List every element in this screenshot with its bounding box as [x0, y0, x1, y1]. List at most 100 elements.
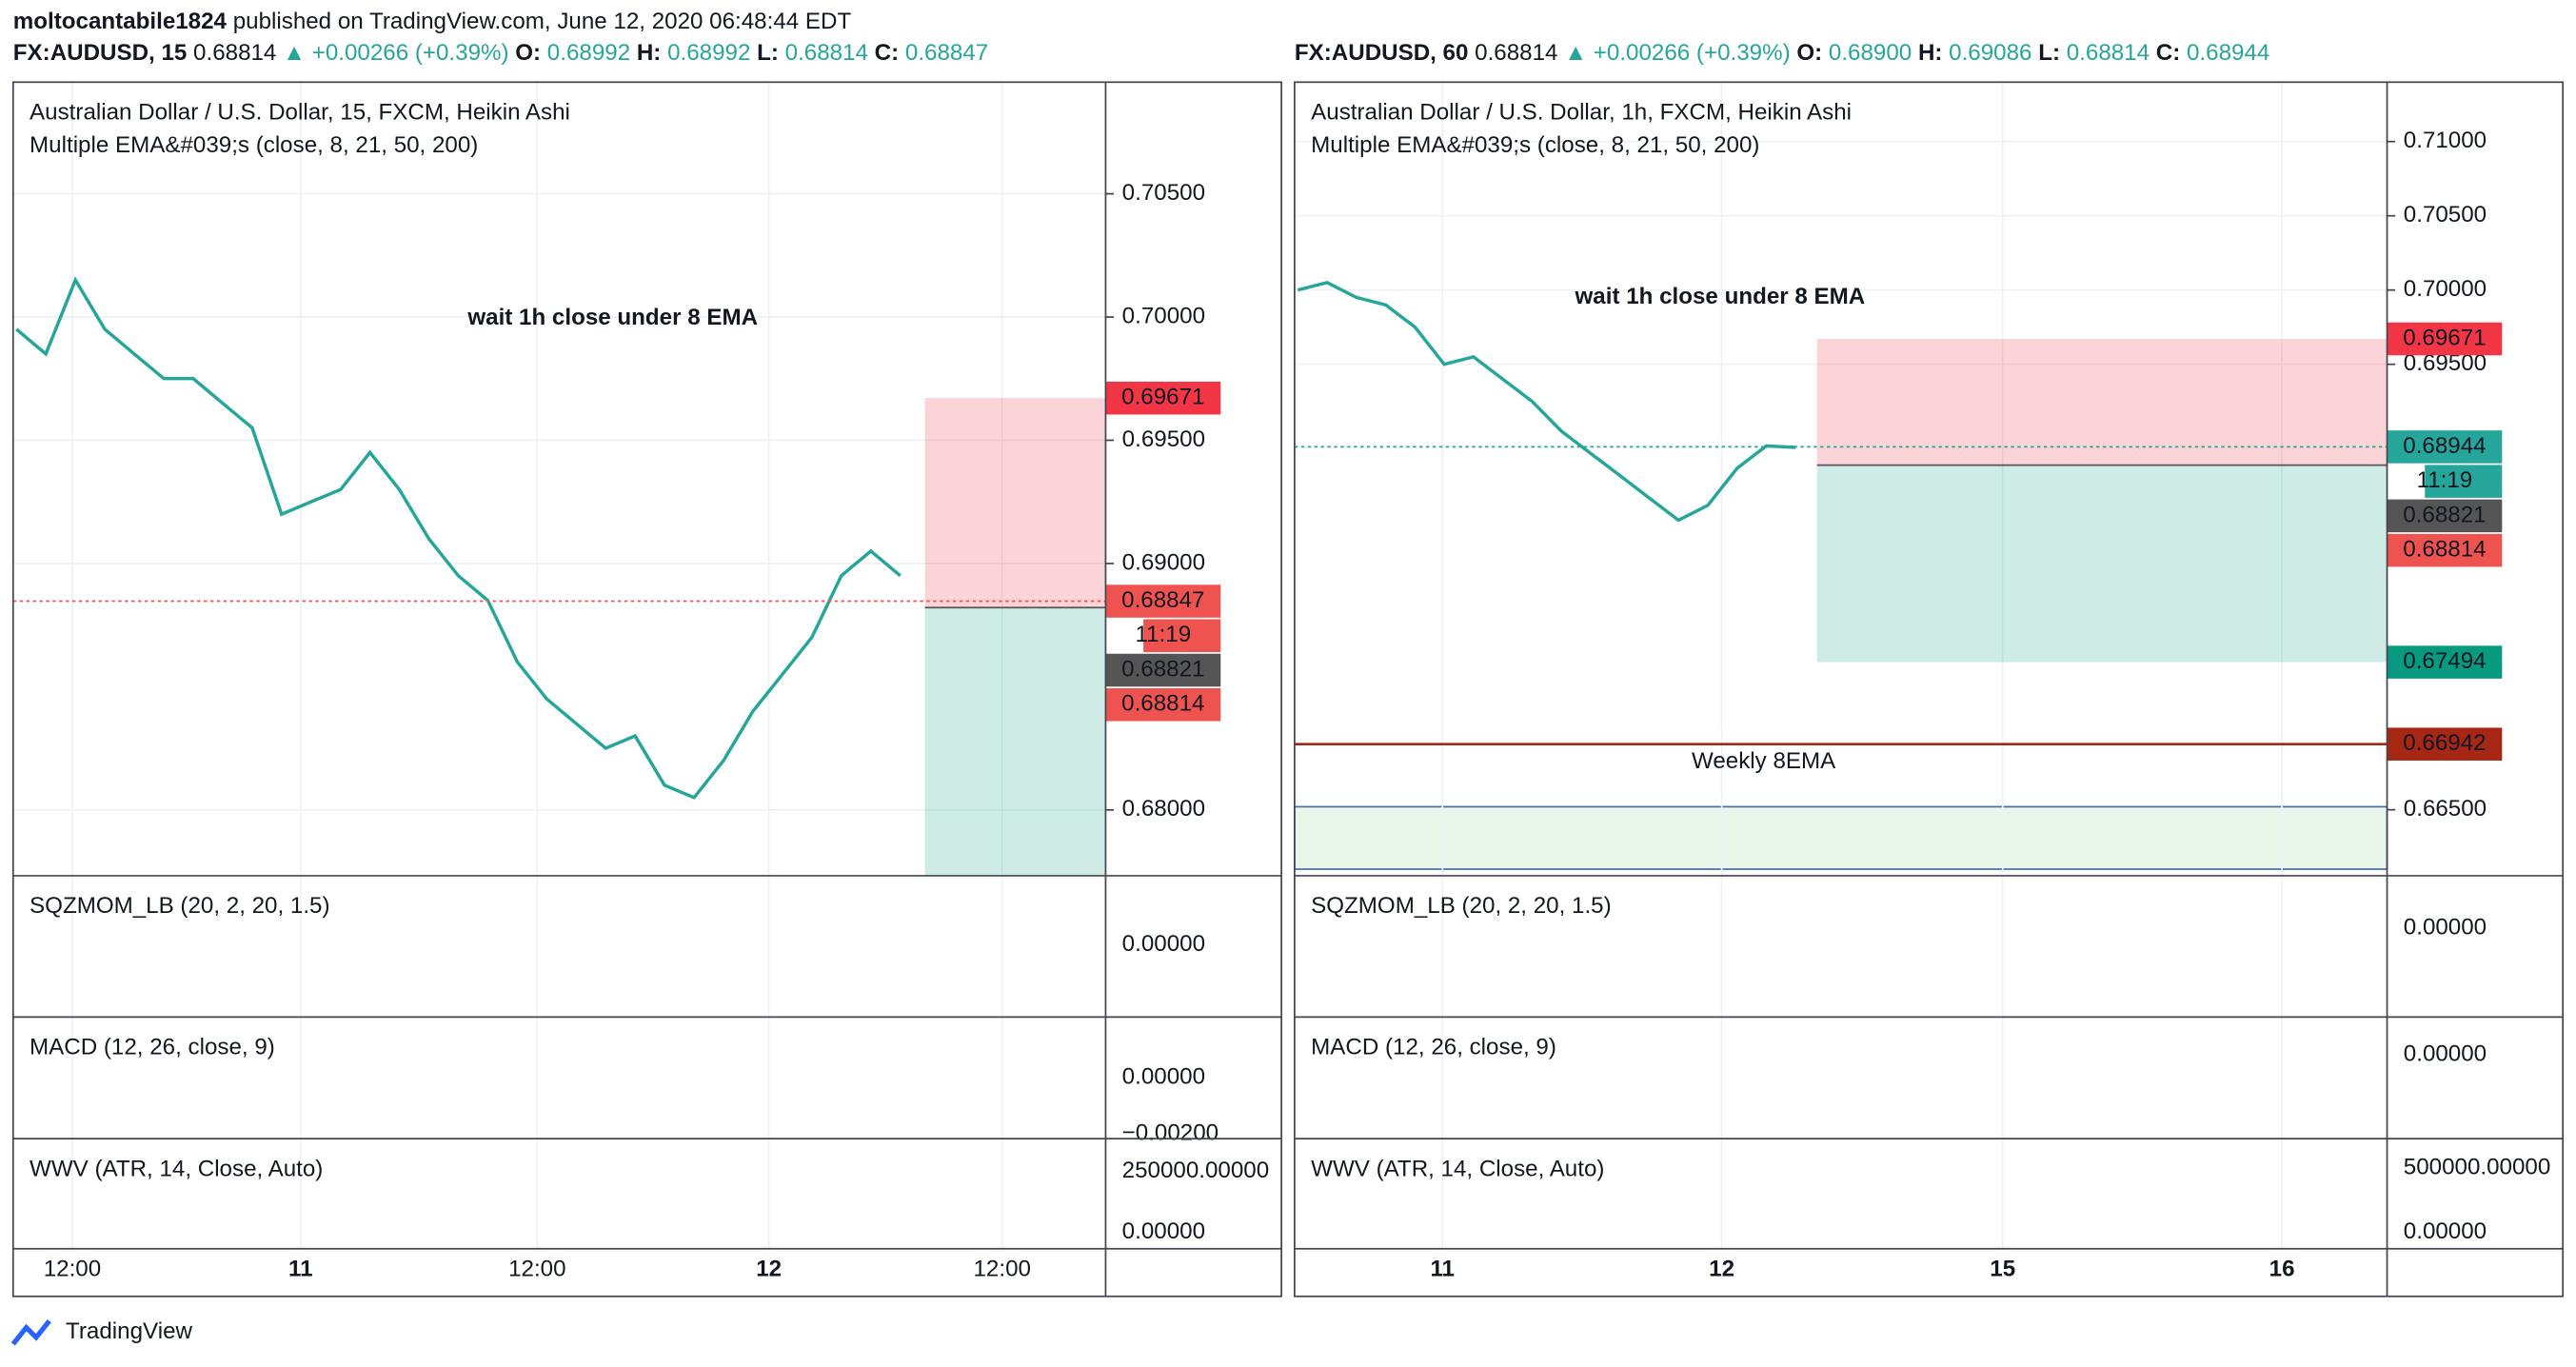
price-label-bg	[2387, 645, 2503, 679]
price-label: 0.69671	[1121, 385, 1204, 410]
x-tick-label: 15	[1990, 1257, 2015, 1282]
chart-subtitle: Multiple EMA&#039;s (close, 8, 21, 50, 2…	[1311, 132, 1759, 158]
indicator-tick-label: 500000.00000	[2404, 1155, 2550, 1180]
symbol: FX:AUDUSD, 60	[1295, 40, 1469, 66]
price-label-bg	[2387, 322, 2503, 356]
level-label: Weekly 8EMA	[1692, 748, 1836, 774]
annotation: wait 1h close under 8 EMA	[1575, 284, 1866, 309]
stop-zone	[924, 398, 1106, 608]
price-line	[15, 276, 902, 800]
price-label-bg	[1105, 584, 1221, 618]
indicator-tick-label: 0.00000	[2404, 1040, 2487, 1066]
price-label-bg	[1105, 653, 1221, 687]
symbol: FX:AUDUSD, 15	[13, 40, 188, 66]
x-tick-label: 11	[288, 1257, 313, 1282]
price-label-bg	[2387, 727, 2503, 761]
ohlc-value: 0.68900	[1829, 40, 1912, 66]
price-label: 0.68821	[2403, 502, 2486, 527]
x-tick-label: 16	[2269, 1257, 2295, 1282]
price-label: 11:19	[2417, 467, 2473, 493]
ohlc-value: 0.69086	[1949, 40, 2031, 66]
indicator-tick-label: 0.00000	[2404, 1218, 2487, 1244]
x-tick-label: 12	[756, 1257, 782, 1282]
indicator-tick-label: 0.00000	[1122, 1064, 1205, 1090]
y-tick-label: 0.70500	[2404, 202, 2487, 228]
ohlc-key: L:	[2038, 40, 2060, 66]
last-price: 0.68814	[193, 40, 276, 66]
indicator-label: SQZMOM_LB (20, 2, 20, 1.5)	[1311, 893, 1611, 919]
quote-line: FX:AUDUSD, 60 0.68814 ▲ +0.00266 (+0.39%…	[1295, 40, 2269, 66]
indicator-label: SQZMOM_LB (20, 2, 20, 1.5)	[30, 893, 329, 919]
price-label: 0.68821	[1121, 656, 1204, 682]
stop-zone	[1816, 339, 2388, 466]
ohlc-value: 0.68814	[785, 40, 868, 66]
target-zone	[1816, 465, 2388, 663]
chart-subtitle: Multiple EMA&#039;s (close, 8, 21, 50, 2…	[30, 132, 478, 158]
chart-title: Australian Dollar / U.S. Dollar, 15, FXC…	[30, 99, 570, 125]
price-label: 0.68847	[1121, 587, 1204, 613]
ohlc-key: O:	[515, 40, 541, 66]
change: ▲ +0.00266 (+0.39%)	[283, 40, 508, 66]
y-tick-label: 0.70000	[1122, 303, 1205, 328]
y-tick-label: 0.68000	[1122, 796, 1205, 822]
ohlc-value: 0.68992	[667, 40, 750, 66]
price-label-bg	[1143, 619, 1221, 653]
y-tick-label: 0.69000	[1122, 549, 1205, 575]
ohlc-key: O:	[1796, 40, 1822, 66]
price-label: 0.67494	[2403, 648, 2486, 674]
price-label-bg	[2425, 465, 2503, 498]
indicator-tick-label: −0.00200	[1122, 1119, 1219, 1145]
annotation: wait 1h close under 8 EMA	[466, 305, 758, 330]
price-label: 0.68814	[2403, 537, 2486, 563]
x-tick-label: 12:00	[44, 1257, 101, 1282]
pane-frame	[11, 81, 1282, 1298]
pane-frame	[1294, 81, 2565, 1298]
published: published on TradingView.com, June 12, 2…	[233, 10, 852, 35]
publish-line: moltocantabile1824 published on TradingV…	[13, 10, 852, 35]
target-zone	[924, 607, 1106, 876]
y-tick-label: 0.70000	[2404, 276, 2487, 302]
ohlc-value: 0.68847	[905, 40, 988, 66]
price-label: 0.66942	[2403, 730, 2486, 756]
indicator-label: WWV (ATR, 14, Close, Auto)	[1311, 1156, 1604, 1181]
price-label: 0.68944	[2403, 433, 2486, 459]
logo	[10, 1319, 51, 1346]
last-price: 0.68814	[1475, 40, 1557, 66]
price-label: 0.68814	[1121, 691, 1204, 717]
change: ▲ +0.00266 (+0.39%)	[1564, 40, 1790, 66]
indicator-tick-label: 250000.00000	[1122, 1158, 1269, 1183]
price-line	[1297, 281, 1796, 523]
price-label-bg	[1105, 688, 1221, 722]
ohlc-key: H:	[637, 40, 661, 66]
y-tick-label: 0.66500	[2404, 796, 2487, 822]
zone	[1294, 805, 2388, 870]
x-tick-label: 11	[1430, 1257, 1455, 1282]
x-tick-label: 12:00	[973, 1257, 1030, 1282]
ohlc-key: L:	[757, 40, 779, 66]
author: moltocantabile1824	[13, 10, 228, 35]
indicator-tick-label: 0.00000	[1122, 1218, 1205, 1244]
quote-line: FX:AUDUSD, 15 0.68814 ▲ +0.00266 (+0.39%…	[13, 40, 988, 66]
x-tick-label: 12	[1709, 1257, 1734, 1282]
ohlc-value: 0.68814	[2067, 40, 2150, 66]
chart-title: Australian Dollar / U.S. Dollar, 1h, FXC…	[1311, 99, 1852, 125]
indicator-tick-label: 0.00000	[2404, 915, 2487, 941]
ohlc-value: 0.68944	[2187, 40, 2269, 66]
ohlc-value: 0.68992	[547, 40, 630, 66]
ohlc-key: C:	[2156, 40, 2180, 66]
y-tick-label: 0.71000	[2404, 128, 2487, 153]
price-label: 11:19	[1136, 622, 1192, 647]
indicator-tick-label: 0.00000	[1122, 931, 1205, 957]
y-tick-label: 0.70500	[1122, 180, 1205, 206]
price-label-bg	[2387, 430, 2503, 464]
x-tick-label: 12:00	[508, 1257, 565, 1282]
ohlc-key: H:	[1918, 40, 1942, 66]
price-label-bg	[2387, 533, 2503, 567]
indicator-label: MACD (12, 26, close, 9)	[30, 1035, 275, 1060]
price-label-bg	[2387, 499, 2503, 533]
indicator-label: MACD (12, 26, close, 9)	[1311, 1035, 1556, 1060]
y-tick-label: 0.69500	[1122, 426, 1205, 452]
price-label-bg	[1105, 381, 1221, 415]
